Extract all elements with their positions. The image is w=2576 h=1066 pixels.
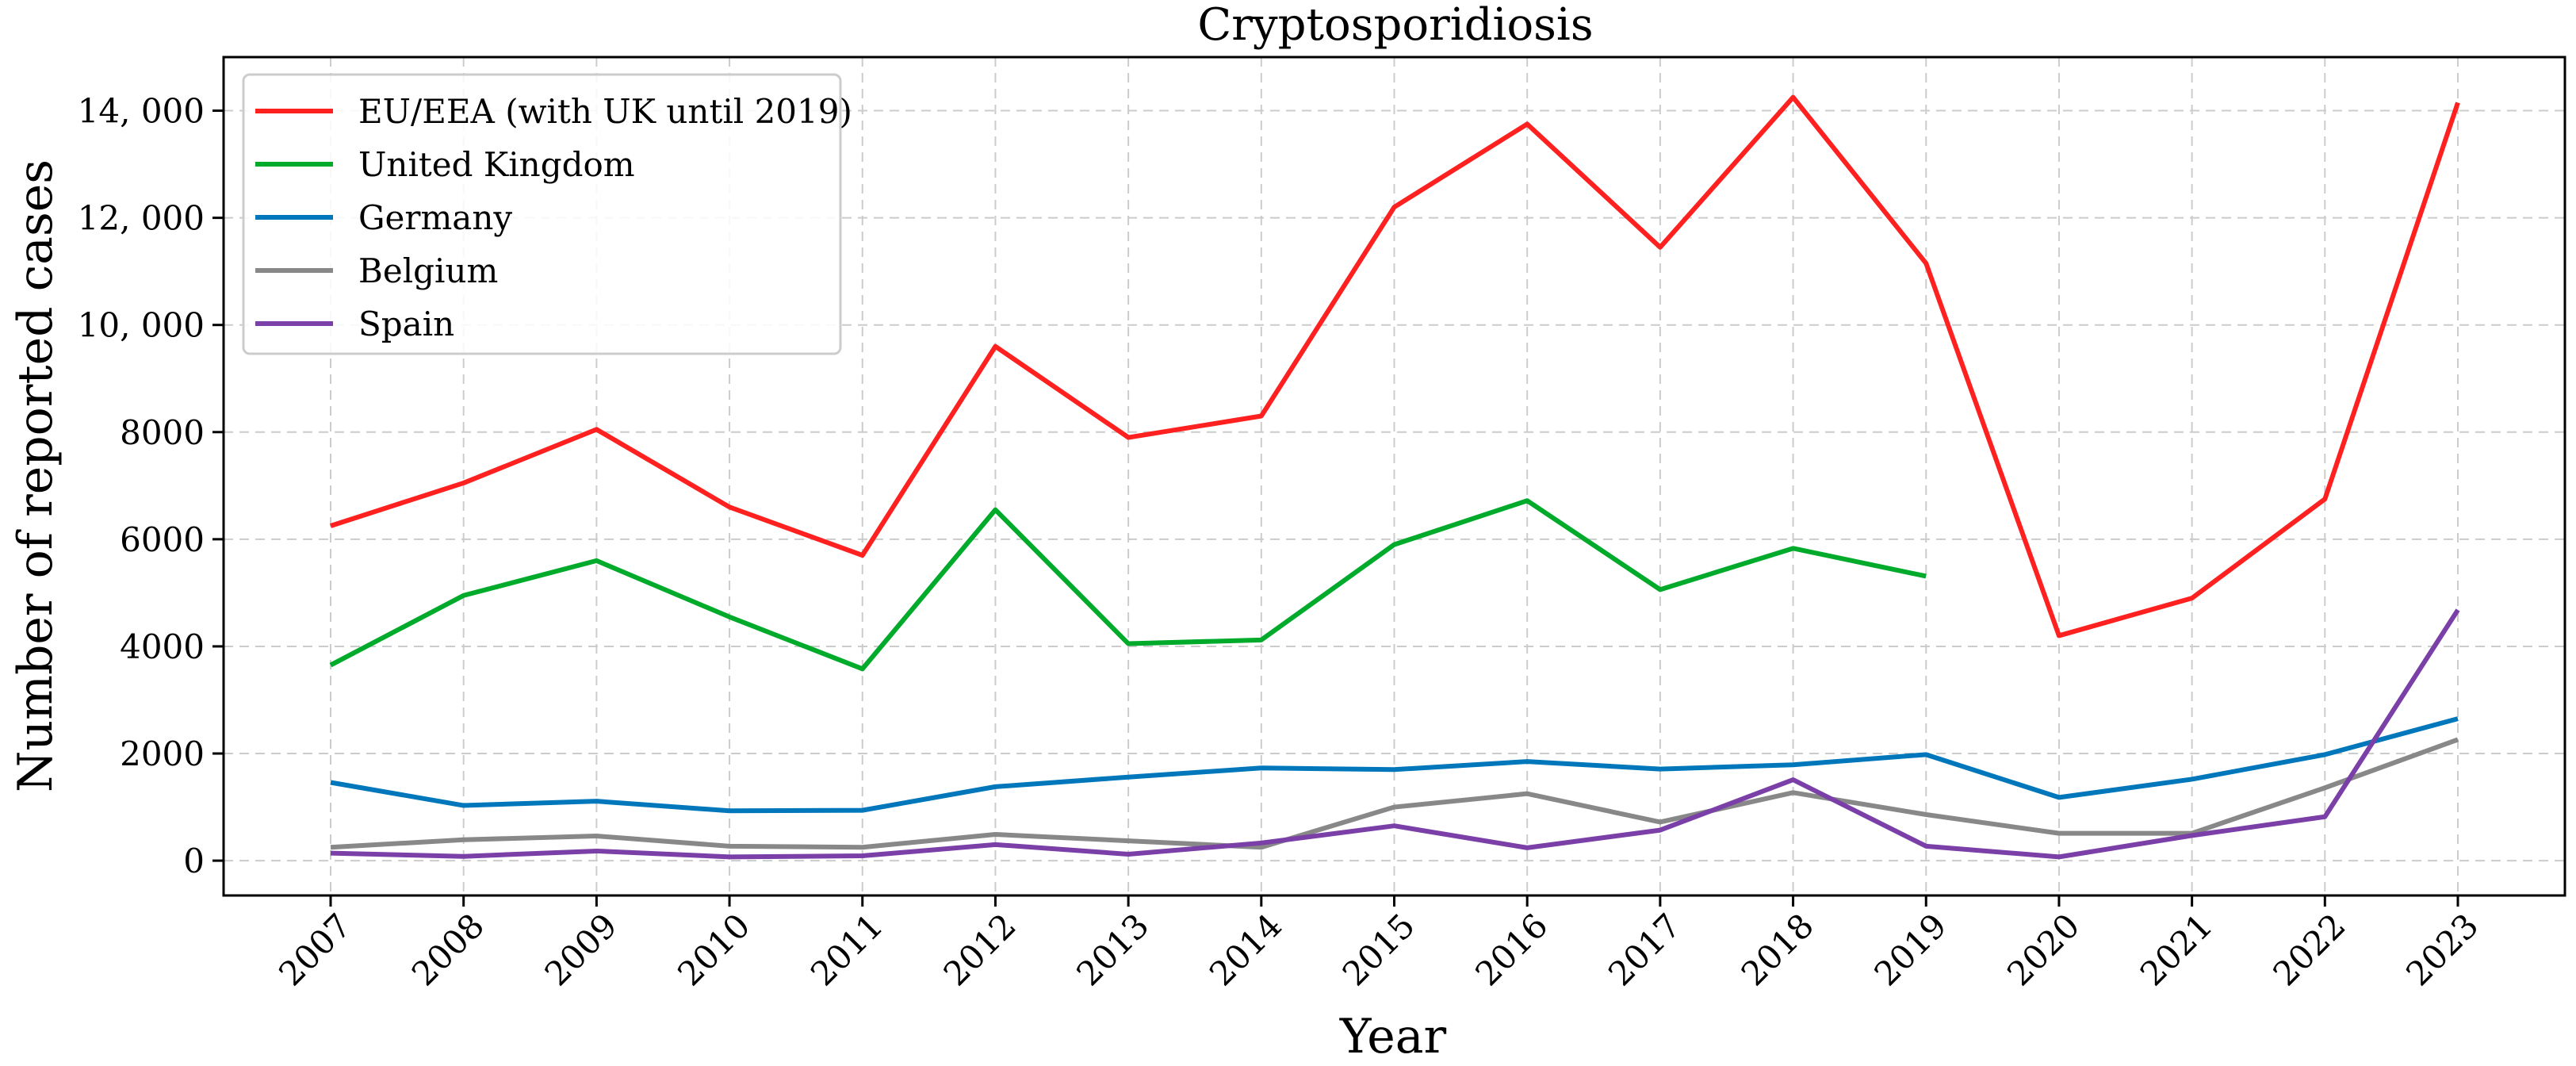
y-axis-label: Number of reported cases [8,159,63,792]
x-tick-label: 2012 [936,906,1024,993]
y-tick-label: 12, 000 [78,199,205,238]
x-tick-label: 2015 [1335,906,1422,993]
legend-entry: Belgium [358,251,498,290]
chart-title: Cryptosporidiosis [1197,0,1593,51]
y-tick-label: 10, 000 [78,306,205,345]
y-tick-label: 4000 [120,627,205,666]
x-tick-label: 2013 [1069,906,1156,993]
y-tick-label: 2000 [120,734,205,773]
series-line-spain [330,608,2460,860]
series-layer [329,94,2460,860]
x-tick-label: 2010 [670,906,757,993]
x-tick-label: 2020 [2000,906,2087,993]
y-tick-label: 0 [183,842,205,880]
x-tick-label: 2014 [1202,906,1289,993]
legend-box [242,73,842,355]
x-tick-label: 2017 [1601,906,1688,993]
legend: EU/EEA (with UK until 2019) United Kingdo… [242,73,852,355]
x-tick-label: 2022 [2265,906,2352,993]
x-tick-label: 2016 [1468,906,1555,993]
series-line-united-kingdom [329,498,1927,672]
series-line-belgium [330,737,2459,850]
x-tick-label: 2019 [1866,906,1954,993]
series-line-eu-eea-with-uk-until-2019 [330,94,2460,638]
x-tick-label: 2011 [803,906,890,993]
x-tick-label: 2023 [2398,906,2486,993]
grid-layer [224,57,2565,895]
x-tick-label: 2009 [537,906,624,993]
legend-entry: EU/EEA (with UK until 2019) [358,92,852,131]
x-tick-label: 2018 [1734,906,1821,993]
legend-entry: Spain [358,305,454,343]
series-line-germany [330,716,2459,814]
legend-entry: United Kingdom [358,145,635,184]
legend-entry: Germany [358,198,512,237]
x-tick-label: 2008 [404,906,492,993]
x-tick-label: 2021 [2133,906,2220,993]
x-tick-label: 2007 [271,906,358,993]
y-tick-label: 14, 000 [78,92,205,131]
y-tick-label: 8000 [120,413,205,452]
y-tick-label: 6000 [120,520,205,559]
x-axis-label: Year [1339,1009,1447,1062]
